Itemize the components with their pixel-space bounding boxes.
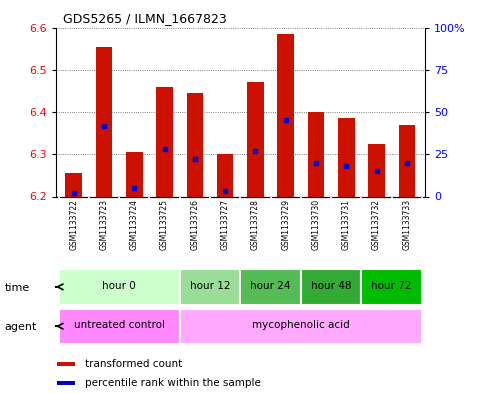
Text: hour 12: hour 12 [190, 281, 230, 291]
Bar [368, 144, 385, 196]
Text: GSM1133726: GSM1133726 [190, 199, 199, 250]
Text: GSM1133723: GSM1133723 [99, 199, 109, 250]
Text: hour 0: hour 0 [102, 281, 136, 291]
Bar [241, 269, 301, 305]
Bar [277, 34, 294, 197]
Text: hour 48: hour 48 [311, 281, 352, 291]
Text: GSM1133729: GSM1133729 [281, 199, 290, 250]
Text: agent: agent [5, 322, 37, 332]
Text: GSM1133732: GSM1133732 [372, 199, 381, 250]
Text: GSM1133724: GSM1133724 [130, 199, 139, 250]
Text: hour 24: hour 24 [250, 281, 291, 291]
Bar [96, 46, 113, 196]
Text: GSM1133733: GSM1133733 [402, 199, 412, 250]
Bar [65, 173, 82, 196]
Text: GSM1133725: GSM1133725 [160, 199, 169, 250]
Bar [338, 118, 355, 196]
Bar [126, 152, 142, 196]
Text: time: time [5, 283, 30, 293]
Text: hour 72: hour 72 [371, 281, 412, 291]
Text: mycophenolic acid: mycophenolic acid [252, 320, 350, 331]
Bar [247, 83, 264, 196]
Bar [180, 269, 241, 305]
Text: GSM1133727: GSM1133727 [221, 199, 229, 250]
Bar [57, 362, 75, 365]
Bar [58, 309, 180, 344]
Text: GSM1133731: GSM1133731 [342, 199, 351, 250]
Text: GSM1133722: GSM1133722 [69, 199, 78, 250]
Bar [186, 93, 203, 196]
Bar [398, 125, 415, 196]
Text: GSM1133728: GSM1133728 [251, 199, 260, 250]
Bar [217, 154, 233, 196]
Bar [301, 269, 361, 305]
Bar [308, 112, 325, 196]
Text: transformed count: transformed count [85, 359, 183, 369]
Text: GDS5265 / ILMN_1667823: GDS5265 / ILMN_1667823 [63, 12, 227, 25]
Bar [361, 269, 422, 305]
Bar [58, 269, 180, 305]
Text: untreated control: untreated control [73, 320, 165, 331]
Bar [156, 86, 173, 196]
Bar [180, 309, 422, 344]
Text: GSM1133730: GSM1133730 [312, 199, 321, 250]
Bar [57, 381, 75, 384]
Text: percentile rank within the sample: percentile rank within the sample [85, 378, 261, 387]
